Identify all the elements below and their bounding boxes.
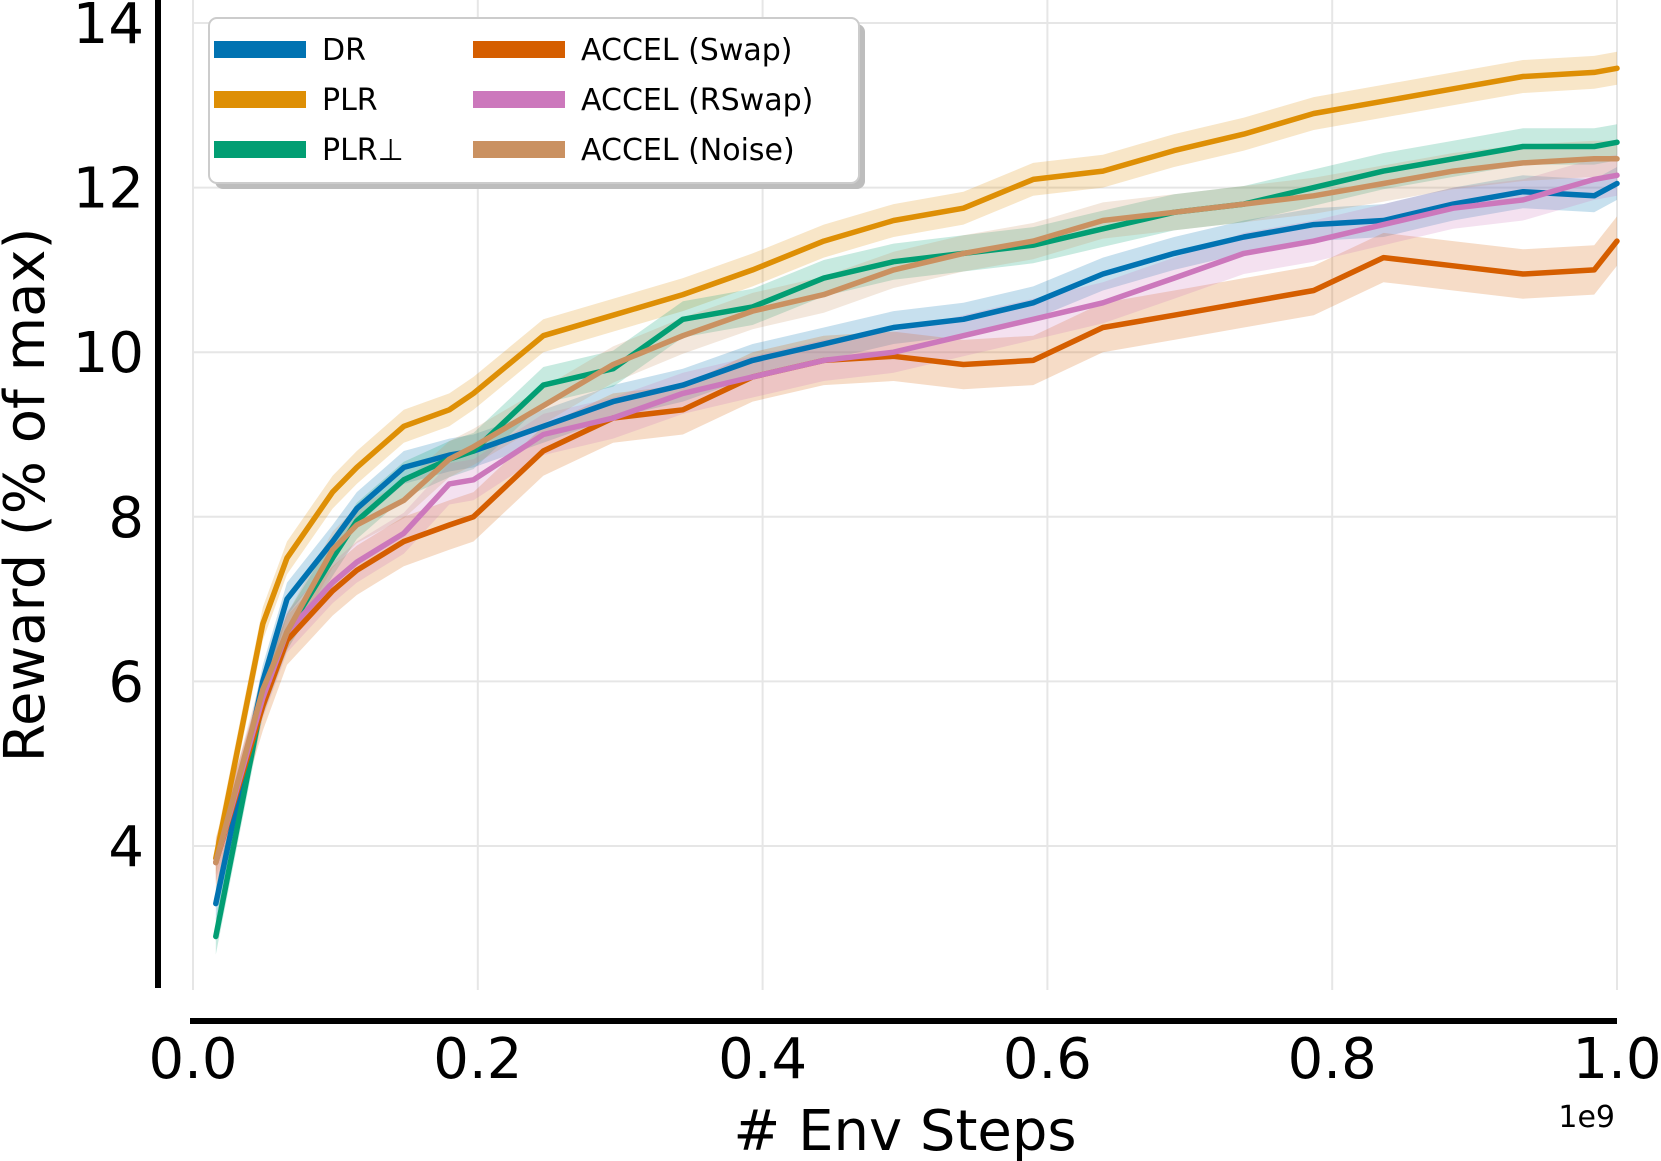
legend-label-2: PLR⊥ [322,133,404,168]
band-3 [215,216,1617,888]
x-tick-label-3: 0.6 [1003,1027,1092,1092]
band-0 [215,167,1617,921]
legend: DR PLR PLR⊥ ACCEL (Swap) ACCEL (RSwap) ACCEL … [208,17,865,189]
y-tick-labels: 4 6 8 10 12 14 [73,0,144,880]
series-lines [213,65,1620,940]
x-tick-label-4: 0.8 [1288,1027,1377,1092]
series-line-5 [213,156,1620,866]
x-tick-labels: 0.0 0.2 0.4 0.6 0.8 1.0 [148,1027,1661,1092]
series-line-2 [213,139,1620,940]
y-tick-label-1: 6 [108,650,144,715]
legend-entries: DR PLR PLR⊥ ACCEL (Swap) ACCEL (RSwap) ACCEL … [214,33,813,168]
legend-label-4: ACCEL (RSwap) [581,83,813,118]
legend-swatch-4 [473,91,565,108]
legend-label-0: DR [322,33,366,68]
series-line-1 [213,65,1620,862]
series-line-0 [213,180,1620,907]
x-axis-title: # Env Steps [733,1099,1076,1161]
x-tick-label-0: 0.0 [148,1027,237,1092]
y-tick-label-5: 14 [73,0,144,57]
legend-label-1: PLR [322,83,378,118]
legend-swatch-1 [214,91,306,108]
legend-label-5: ACCEL (Noise) [581,133,795,168]
y-axis-title: Reward (% of max) [0,228,58,763]
x-tick-label-1: 0.2 [433,1027,522,1092]
x-tick-label-5: 1.0 [1572,1027,1661,1092]
y-tick-label-3: 10 [73,321,144,386]
legend-swatch-3 [473,41,565,58]
x-offset-label: 1e9 [1558,1100,1615,1135]
series-line-4 [213,172,1620,866]
x-tick-label-2: 0.4 [718,1027,807,1092]
legend-swatch-0 [214,41,306,58]
y-tick-label-2: 8 [108,486,144,551]
legend-swatch-5 [473,141,565,158]
y-tick-label-0: 4 [108,815,144,880]
y-tick-label-4: 12 [73,157,144,222]
legend-label-3: ACCEL (Swap) [581,33,793,68]
legend-swatch-2 [214,141,306,158]
